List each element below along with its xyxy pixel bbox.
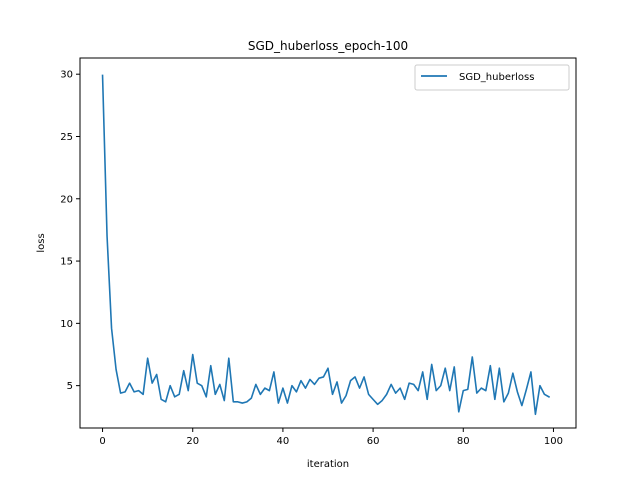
legend-box	[414, 64, 570, 91]
chart-title: SGD_huberloss_epoch-100	[248, 39, 408, 53]
legend: SGD_huberloss	[414, 64, 570, 91]
series-line	[101, 74, 551, 416]
x-tick-label: 20	[186, 436, 199, 447]
y-tick-label: 30	[60, 70, 73, 81]
y-axis-label: loss	[36, 233, 47, 252]
y-tick-label: 20	[60, 194, 73, 205]
legend-label: SGD_huberloss	[459, 72, 534, 83]
y-tick-label: 25	[60, 132, 73, 143]
x-tick-label: 100	[544, 436, 563, 447]
x-tick-label: 80	[457, 436, 470, 447]
x-tick-label: 0	[99, 436, 105, 447]
axes-frame	[79, 57, 577, 429]
y-tick-label: 5	[67, 381, 73, 392]
y-tick-label: 10	[60, 319, 73, 330]
x-tick-label: 40	[277, 436, 290, 447]
x-axis-label: iteration	[307, 459, 349, 470]
x-tick-label: 60	[367, 436, 380, 447]
plot-area: 0 20 40 60 80 100 5 10 15 20 25 30	[60, 70, 563, 447]
y-tick-label: 15	[60, 257, 73, 268]
